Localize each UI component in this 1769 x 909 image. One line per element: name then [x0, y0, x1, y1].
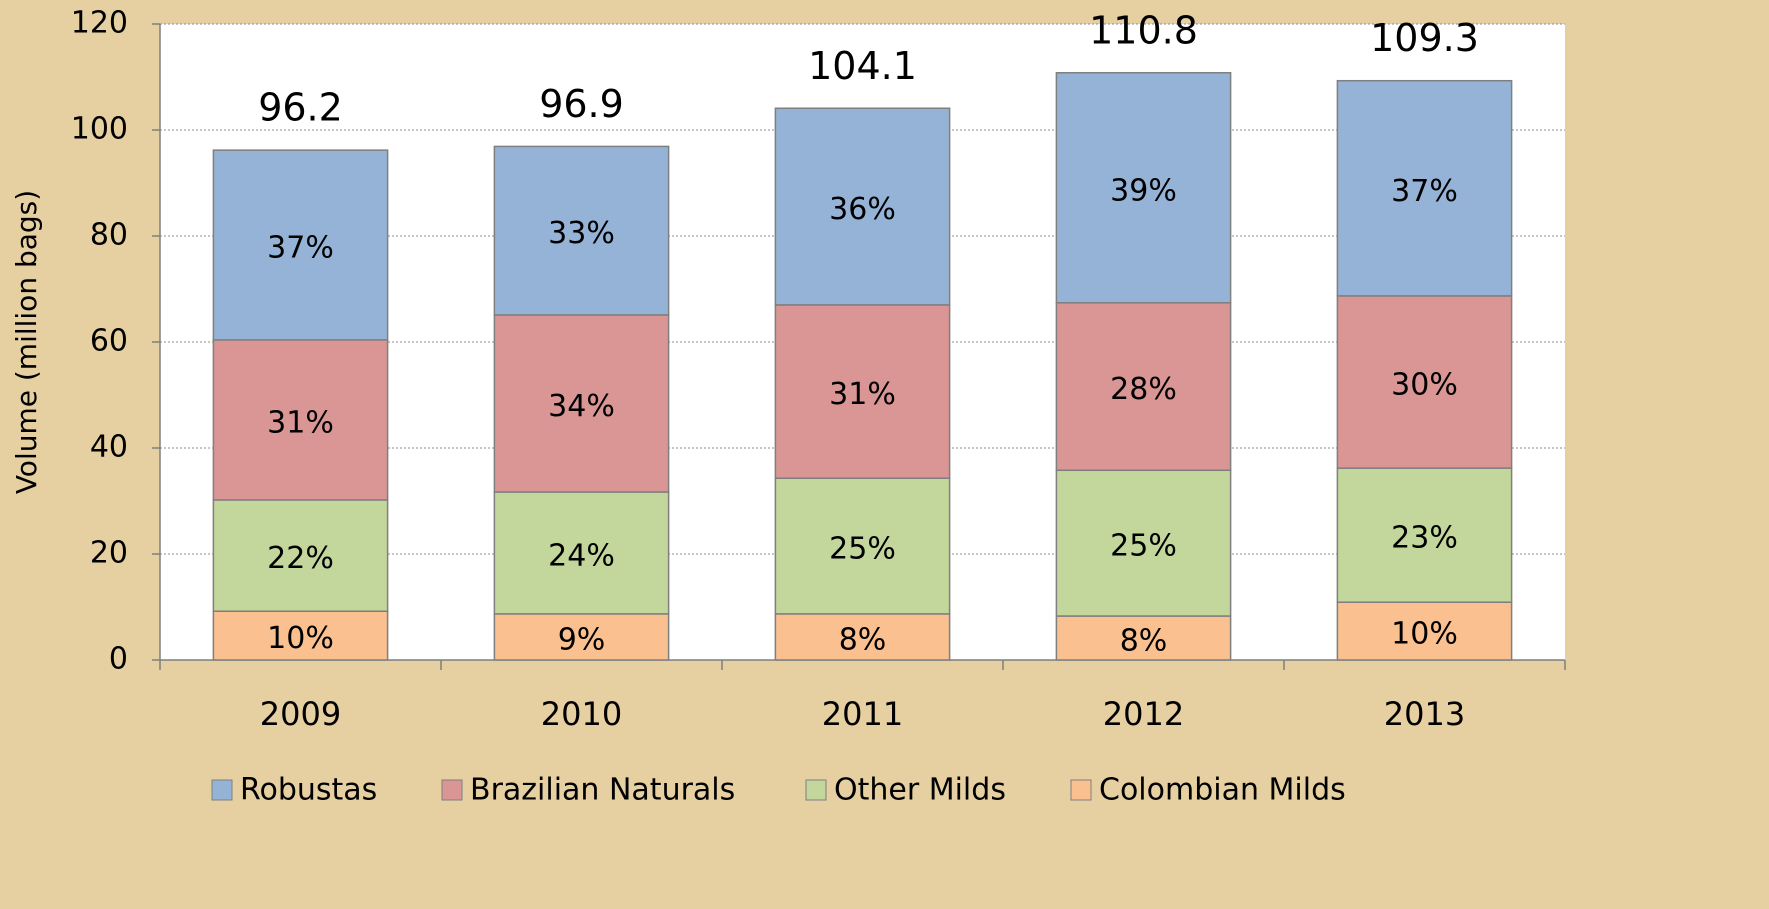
bar-segment — [493, 491, 670, 615]
total-label: 96.2 — [258, 86, 343, 130]
share-label: 9% — [558, 622, 606, 657]
share-label: 8% — [839, 622, 887, 657]
x-tick-label: 2010 — [541, 695, 622, 733]
total-label: 96.9 — [539, 82, 624, 126]
y-tick-label: 80 — [90, 218, 128, 253]
x-tick-label: 2013 — [1384, 695, 1465, 733]
y-tick-label: 0 — [109, 642, 128, 677]
share-label: 34% — [548, 389, 615, 424]
bar-segment — [493, 613, 670, 661]
share-label: 24% — [548, 538, 615, 573]
share-label: 10% — [1391, 617, 1458, 652]
share-label: 8% — [1120, 624, 1168, 659]
share-label: 25% — [829, 532, 896, 567]
y-tick-label: 40 — [90, 430, 128, 465]
bar-segment — [493, 145, 670, 316]
x-tick-label: 2011 — [822, 695, 903, 733]
share-label: 36% — [829, 192, 896, 227]
share-label: 28% — [1110, 372, 1177, 407]
bar-segment — [1055, 469, 1232, 617]
total-label: 104.1 — [808, 44, 917, 88]
share-label: 37% — [267, 231, 334, 266]
bar-segment — [212, 339, 389, 501]
legend-swatch — [1070, 779, 1092, 801]
bar-segment — [1336, 467, 1513, 603]
bar-segment — [1336, 601, 1513, 661]
x-tick-label: 2012 — [1103, 695, 1184, 733]
share-label: 31% — [267, 405, 334, 440]
y-axis-label: Volume (million bags) — [10, 190, 43, 494]
bar-segment — [212, 499, 389, 612]
share-label: 25% — [1110, 529, 1177, 564]
y-tick-label: 120 — [71, 6, 128, 41]
legend-label: Brazilian Naturals — [470, 773, 735, 808]
bar-segment — [212, 149, 389, 341]
bar-segment — [774, 107, 951, 306]
share-label: 31% — [829, 377, 896, 412]
legend-label: Colombian Milds — [1099, 773, 1346, 808]
legend-swatch — [805, 779, 827, 801]
share-label: 39% — [1110, 173, 1177, 208]
share-label: 10% — [267, 621, 334, 656]
bar-segment — [493, 314, 670, 493]
share-label: 22% — [267, 541, 334, 576]
total-label: 109.3 — [1370, 16, 1479, 60]
y-tick-label: 20 — [90, 536, 128, 571]
bar-segment — [1336, 295, 1513, 469]
bar-segment — [774, 477, 951, 615]
share-label: 30% — [1391, 368, 1458, 403]
y-tick-label: 60 — [90, 324, 128, 359]
legend-label: Robustas — [240, 773, 377, 808]
legend-label: Other Milds — [834, 773, 1006, 808]
legend-swatch — [441, 779, 463, 801]
share-label: 33% — [548, 216, 615, 251]
bar-segment — [1336, 79, 1513, 297]
bar-segment — [774, 613, 951, 661]
x-tick-label: 2009 — [260, 695, 341, 733]
share-label: 23% — [1391, 521, 1458, 556]
total-label: 110.8 — [1089, 8, 1198, 52]
y-tick-label: 100 — [71, 112, 128, 147]
bar-segment — [1055, 302, 1232, 472]
legend-swatch — [211, 779, 233, 801]
bar-segment — [1055, 72, 1232, 304]
share-label: 37% — [1391, 174, 1458, 209]
